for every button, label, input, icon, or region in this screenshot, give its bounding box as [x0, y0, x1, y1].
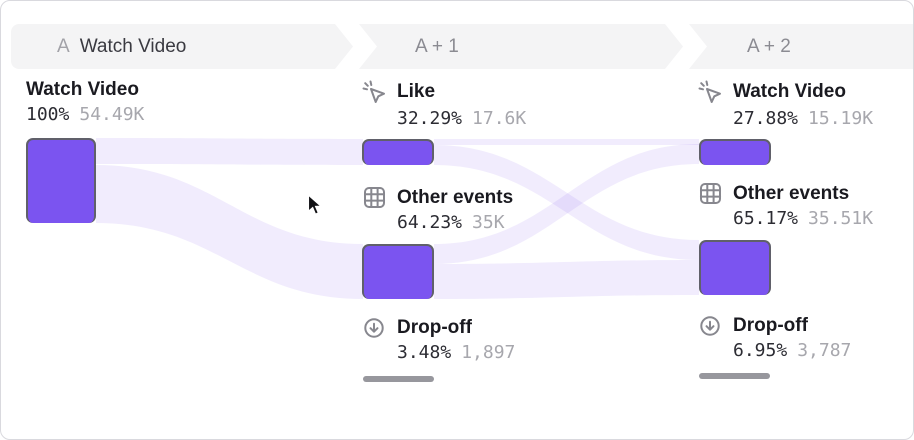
breadcrumb-step-a2[interactable]: A + 2	[689, 24, 913, 69]
event-name: Watch Video	[26, 79, 139, 100]
node-a1-dropoff-bar[interactable]	[363, 376, 434, 382]
node-a1-other-events[interactable]	[362, 244, 434, 299]
event-percent: 64.23%	[397, 212, 463, 233]
dropoff-icon	[697, 315, 723, 337]
node-a2-watch-video[interactable]	[699, 139, 771, 165]
event-percent: 65.17%	[733, 208, 799, 229]
event-label-a-watch-video[interactable]: Watch Video 100% 54.49K	[26, 79, 144, 125]
event-count: 54.49K	[79, 104, 145, 125]
event-name: Like	[397, 81, 436, 102]
node-a2-other-events[interactable]	[699, 240, 771, 295]
flow-like-to-otherevents2[interactable]	[434, 145, 699, 260]
event-percent: 100%	[26, 104, 70, 125]
breadcrumb-step-a[interactable]: A Watch Video	[11, 24, 353, 69]
event-name: Other events	[733, 182, 850, 204]
event-percent: 32.29%	[397, 108, 463, 129]
step-label: A + 1	[415, 35, 459, 57]
step-label: Watch Video	[79, 35, 187, 57]
event-name: Watch Video	[733, 81, 846, 102]
dropoff-icon	[361, 317, 387, 339]
event-label-a1-other-events[interactable]: Other events 64.23% 35K	[361, 186, 513, 233]
grid-icon	[361, 186, 387, 209]
event-count: 3,787	[797, 340, 852, 361]
node-a1-like[interactable]	[362, 139, 434, 165]
event-label-a2-other-events[interactable]: Other events 65.17% 35.51K	[697, 182, 873, 229]
event-label-a2-dropoff[interactable]: Drop-off 6.95% 3,787	[697, 315, 851, 361]
click-icon	[361, 79, 387, 105]
node-a-watch-video[interactable]	[26, 138, 96, 223]
event-count: 15.19K	[808, 108, 874, 129]
step-letter: A	[57, 35, 70, 57]
breadcrumb: A Watch Video A + 1 A + 2	[11, 24, 913, 69]
event-count: 1,897	[461, 342, 516, 363]
event-name: Drop-off	[397, 317, 472, 338]
breadcrumb-step-a1[interactable]: A + 1	[359, 24, 683, 69]
flow-watchvideo-to-like[interactable]	[96, 138, 363, 165]
event-count: 35K	[472, 212, 505, 233]
flow-like-to-watchvideo2[interactable]	[434, 139, 699, 145]
event-percent: 27.88%	[733, 108, 799, 129]
flow-watchvideo-to-otherevents[interactable]	[96, 165, 363, 299]
event-percent: 6.95%	[733, 340, 788, 361]
step-label: A + 2	[747, 35, 791, 57]
node-a2-dropoff-bar[interactable]	[699, 373, 770, 379]
event-label-a1-dropoff[interactable]: Drop-off 3.48% 1,897	[361, 317, 515, 363]
event-name: Drop-off	[733, 315, 808, 336]
event-label-a1-like[interactable]: Like 32.29% 17.6K	[361, 79, 526, 129]
flow-otherevents-to-watchvideo2[interactable]	[434, 144, 699, 264]
event-count: 35.51K	[808, 208, 874, 229]
mouse-cursor-icon	[307, 193, 324, 222]
event-percent: 3.48%	[397, 342, 452, 363]
flow-otherevents-to-otherevents2[interactable]	[434, 260, 699, 299]
event-label-a2-watch-video[interactable]: Watch Video 27.88% 15.19K	[697, 79, 873, 129]
event-count: 17.6K	[472, 108, 527, 129]
click-icon	[697, 79, 723, 105]
grid-icon	[697, 182, 723, 205]
event-name: Other events	[397, 186, 514, 208]
